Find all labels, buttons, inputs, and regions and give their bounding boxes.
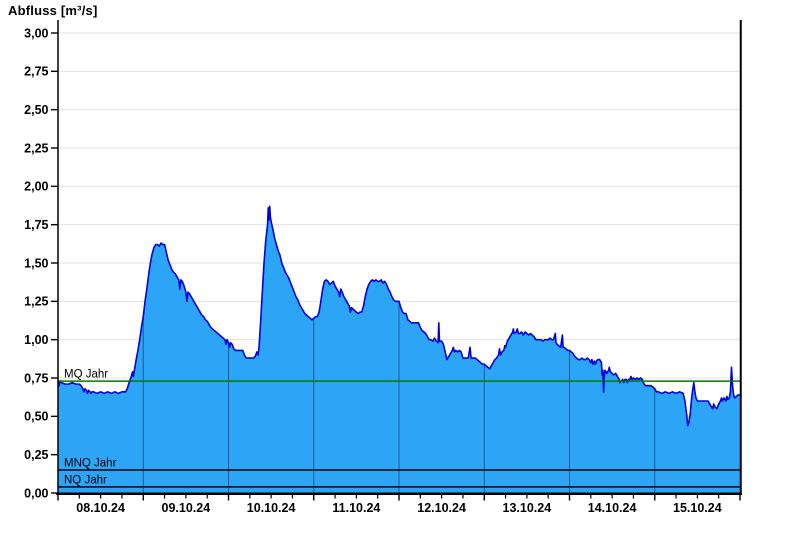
- chart-title: Abfluss [m³/s]: [8, 3, 98, 18]
- y-tick-label: 1,00: [24, 333, 48, 347]
- y-tick-label: 0,50: [24, 410, 48, 424]
- y-tick-label: 0,75: [24, 371, 48, 385]
- y-tick-label: 2,25: [24, 141, 48, 155]
- y-tick-label: 2,50: [24, 103, 48, 117]
- x-date-label: 08.10.24: [76, 501, 125, 515]
- y-tick-label: 2,75: [24, 65, 48, 79]
- x-date-label: 09.10.24: [162, 501, 211, 515]
- y-tick-label: 0,25: [24, 448, 48, 462]
- x-date-label: 10.10.24: [247, 501, 296, 515]
- x-date-label: 15.10.24: [673, 501, 722, 515]
- x-date-label: 14.10.24: [588, 501, 637, 515]
- y-tick-label: 0,00: [24, 486, 48, 500]
- ref-label-mnq-jahr: MNQ Jahr: [64, 458, 117, 470]
- y-tick-label: 1,50: [24, 256, 48, 270]
- x-date-label: 12.10.24: [417, 501, 466, 515]
- x-date-label: 13.10.24: [503, 501, 552, 515]
- y-tick-label: 1,75: [24, 218, 48, 232]
- y-tick-label: 1,25: [24, 295, 48, 309]
- ref-label-nq-jahr: NQ Jahr: [64, 474, 107, 486]
- discharge-line: [57, 205, 740, 427]
- y-tick-label: 2,00: [24, 180, 48, 194]
- discharge-area: [58, 206, 740, 493]
- y-tick-label: 3,00: [24, 26, 48, 40]
- ref-label-mq-jahr: MQ Jahr: [64, 369, 108, 381]
- x-date-label: 11.10.24: [332, 501, 380, 515]
